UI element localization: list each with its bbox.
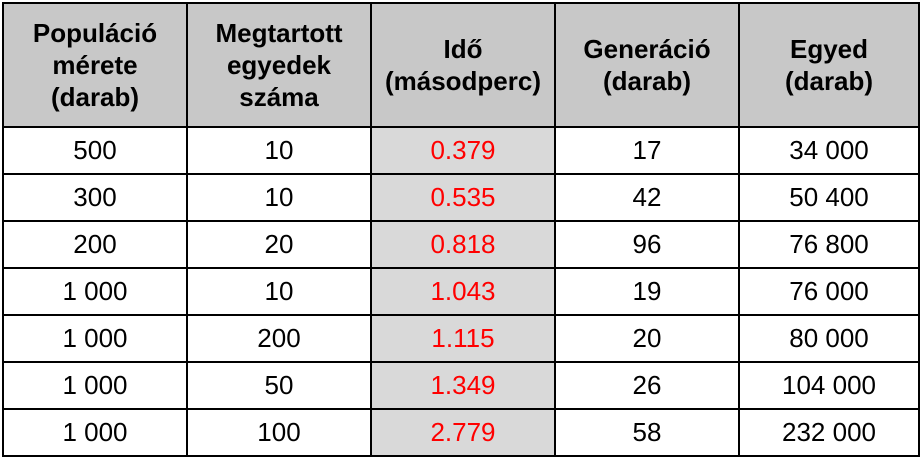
header-line: Egyed: [789, 34, 869, 64]
cell-generation: 20: [554, 314, 740, 363]
header-line: (darab): [602, 66, 692, 96]
header-generation: Generáció (darab): [554, 2, 740, 128]
cell-individual: 76 800: [738, 220, 920, 269]
table-row: 1 000 50 1.349 26 104 000: [2, 361, 920, 410]
cell-population-size: 1 000: [2, 408, 188, 457]
cell-generation: 42: [554, 173, 740, 222]
cell-retained-individuals: 100: [186, 408, 372, 457]
cell-population-size: 200: [2, 220, 188, 269]
header-line: Megtartott: [215, 18, 343, 48]
cell-generation: 96: [554, 220, 740, 269]
cell-generation: 19: [554, 267, 740, 316]
header-line: Populáció: [32, 18, 158, 48]
header-line: Idő: [443, 34, 483, 64]
cell-time: 0.818: [370, 220, 556, 269]
cell-generation: 58: [554, 408, 740, 457]
table-row: 1 000 200 1.115 20 80 000: [2, 314, 920, 363]
cell-time: 1.349: [370, 361, 556, 410]
cell-retained-individuals: 10: [186, 173, 372, 222]
header-line: (darab): [50, 82, 140, 112]
header-individual: Egyed (darab): [738, 2, 920, 128]
header-line: száma: [239, 82, 319, 112]
cell-population-size: 1 000: [2, 267, 188, 316]
cell-individual: 104 000: [738, 361, 920, 410]
table-header: Populáció mérete (darab) Megtartott egye…: [2, 2, 920, 128]
cell-retained-individuals: 20: [186, 220, 372, 269]
cell-retained-individuals: 50: [186, 361, 372, 410]
table-row: 300 10 0.535 42 50 400: [2, 173, 920, 222]
cell-individual: 232 000: [738, 408, 920, 457]
table-row: 200 20 0.818 96 76 800: [2, 220, 920, 269]
results-table: Populáció mérete (darab) Megtartott egye…: [2, 2, 920, 457]
header-line: Generáció: [583, 34, 711, 64]
header-line: egyedek: [226, 50, 332, 80]
cell-individual: 50 400: [738, 173, 920, 222]
header-population-size: Populáció mérete (darab): [2, 2, 188, 128]
header-retained-individuals: Megtartott egyedek száma: [186, 2, 372, 128]
cell-time: 0.535: [370, 173, 556, 222]
cell-individual: 34 000: [738, 126, 920, 175]
table-row: 500 10 0.379 17 34 000: [2, 126, 920, 175]
cell-time: 1.115: [370, 314, 556, 363]
cell-retained-individuals: 10: [186, 267, 372, 316]
header-line: mérete: [52, 50, 138, 80]
cell-retained-individuals: 10: [186, 126, 372, 175]
cell-time: 1.043: [370, 267, 556, 316]
cell-time: 2.779: [370, 408, 556, 457]
cell-generation: 17: [554, 126, 740, 175]
header-time: Idő (másodperc): [370, 2, 556, 128]
table-body: 500 10 0.379 17 34 000 300 10 0.535 42 5…: [2, 126, 920, 457]
header-row: Populáció mérete (darab) Megtartott egye…: [2, 2, 920, 128]
table-row: 1 000 100 2.779 58 232 000: [2, 408, 920, 457]
cell-population-size: 1 000: [2, 314, 188, 363]
cell-generation: 26: [554, 361, 740, 410]
cell-individual: 80 000: [738, 314, 920, 363]
cell-individual: 76 000: [738, 267, 920, 316]
cell-retained-individuals: 200: [186, 314, 372, 363]
header-line: (darab): [784, 66, 874, 96]
cell-time: 0.379: [370, 126, 556, 175]
cell-population-size: 1 000: [2, 361, 188, 410]
table-row: 1 000 10 1.043 19 76 000: [2, 267, 920, 316]
header-line: (másodperc): [384, 66, 542, 96]
cell-population-size: 500: [2, 126, 188, 175]
cell-population-size: 300: [2, 173, 188, 222]
